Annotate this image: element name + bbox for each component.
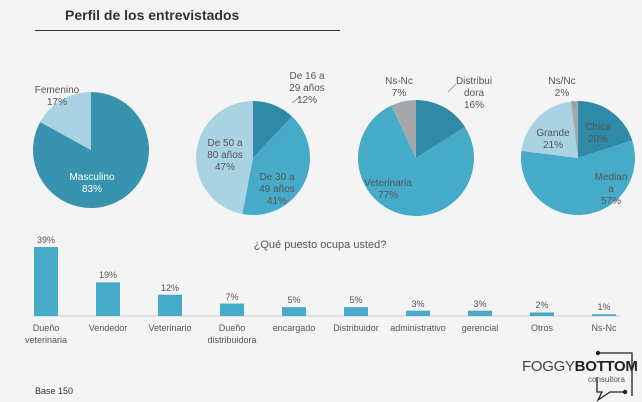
bar-value-label-2: 12% — [160, 282, 180, 293]
page-title: Perfil de los entrevistados — [65, 7, 240, 23]
logo-dot-1 — [622, 389, 628, 395]
leader-line-0 — [291, 96, 301, 104]
bar-category-label-0: Dueño veterinaria — [24, 323, 68, 345]
bar-category-label-1: Vendedor — [88, 323, 128, 333]
bar-9 — [592, 314, 616, 316]
bar-8 — [530, 312, 554, 316]
bar-value-label-0: 39% — [36, 234, 56, 245]
bar-3 — [220, 303, 244, 316]
pie4-slice-2 — [521, 101, 578, 158]
bar-0 — [34, 246, 58, 316]
bar-value-label-8: 2% — [535, 300, 549, 311]
bar-value-label-1: 19% — [98, 270, 118, 281]
bar-6 — [406, 310, 430, 316]
logo: FOGGYBOTTOM — [522, 358, 638, 375]
pie2-label-1: De 30 a 49 años 41% — [259, 172, 295, 207]
bar-category-label-7: gerencial — [461, 323, 499, 333]
bar-5 — [344, 307, 368, 316]
pie2-label-2: De 50 a 80 años 47% — [207, 138, 243, 173]
pie3-label-0: Distribui dora 16% — [455, 76, 493, 111]
pie4-slice-1 — [520, 140, 635, 216]
pie4-slice-0 — [578, 101, 633, 158]
title-underline — [35, 30, 340, 31]
pie2-slice-2 — [195, 101, 253, 214]
logo-frame — [596, 352, 633, 402]
pie3-label-1: Veterinaria 77% — [364, 178, 412, 201]
pie3-slice-2 — [391, 100, 416, 158]
bar-category-label-3: Dueño distribuidora — [207, 323, 257, 345]
pie1-slice-1 — [40, 92, 91, 150]
logo-text-bold: BOTTOM — [574, 358, 638, 375]
bar-value-label-4: 5% — [287, 295, 301, 306]
pie2-slice-1 — [242, 116, 311, 215]
bar-category-label-2: Veterinario — [148, 323, 192, 333]
pie2-slice-0 — [253, 101, 293, 158]
base-note: Base 150 — [35, 386, 74, 396]
bar-2 — [158, 294, 182, 316]
pie3-slice-0 — [416, 100, 465, 158]
bar-value-label-9: 1% — [597, 302, 611, 313]
leader-line-2 — [571, 100, 577, 108]
pie3-slice-1 — [358, 105, 474, 216]
bar-category-label-6: administrativo — [390, 323, 446, 333]
bar-value-label-6: 3% — [411, 298, 425, 309]
bar-7 — [468, 310, 492, 316]
pie3-label-2: Ns-Nc 7% — [385, 76, 413, 99]
bar-chart-title: ¿Qué puesto ocupa usted? — [253, 239, 387, 251]
bar-4 — [282, 307, 306, 316]
bar-category-label-8: Otros — [530, 323, 554, 333]
logo-subtitle: consultora — [588, 375, 625, 384]
pie4-label-2: Grande 21% — [536, 128, 570, 151]
pie4-label-3: Ns/Nc 2% — [548, 76, 576, 99]
bar-category-label-5: Distribuidor — [333, 323, 379, 333]
pie4-slice-3 — [570, 101, 578, 158]
pie4-label-1: Median a 57% — [594, 172, 628, 207]
pie2-label-0: De 16 a 29 años 12% — [289, 71, 325, 106]
leader-line-1 — [447, 83, 457, 93]
bar-value-label-3: 7% — [225, 291, 239, 302]
bar-value-label-7: 3% — [473, 298, 487, 309]
bar-value-label-5: 5% — [349, 295, 363, 306]
pie4-label-0: Chica 20% — [585, 122, 611, 145]
bar-category-label-4: encargado — [272, 323, 316, 333]
pie1-label-1: Femenino 17% — [34, 85, 80, 108]
logo-text-light: FOGGY — [522, 358, 575, 375]
bar-1 — [96, 282, 120, 316]
logo-dot-0 — [595, 350, 601, 356]
bar-category-label-9: Ns-Nc — [591, 323, 617, 333]
pie1-label-0: Masculino 83% — [69, 172, 115, 195]
